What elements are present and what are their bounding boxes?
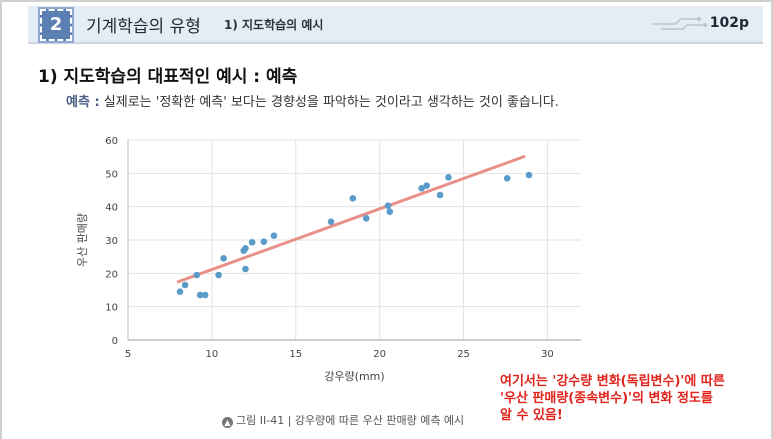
annotation-note: 여기서는 '강수량 변화(독립변수)'에 따른 '우산 판매량(종속변수)'의 … [500, 373, 725, 424]
data-point [193, 271, 201, 279]
data-point [220, 255, 227, 262]
data-point [445, 174, 452, 181]
x-tick-label: 15 [289, 349, 302, 360]
description-text: 실제로는 '정확한 예측' 보다는 경향성을 파악하는 것이라고 생각하는 것이… [99, 95, 559, 110]
x-axis-label: 강우량(mm) [324, 370, 384, 383]
frame-left [0, 0, 2, 439]
caption-text: 그림 II-41 | 강우량에 따른 우산 판매량 예측 예시 [236, 414, 465, 427]
data-point [436, 191, 444, 199]
data-point [418, 185, 425, 192]
page-number: 102p [709, 15, 749, 31]
data-point [260, 238, 268, 245]
data-point [242, 265, 249, 273]
y-tick-label: 30 [105, 236, 118, 247]
x-tick-label: 20 [373, 349, 386, 360]
header-title: 기계학습의 유형 [86, 17, 201, 37]
x-tick-label: 5 [125, 349, 131, 360]
caption-arrow-icon: ▲ [222, 417, 233, 428]
y-tick-label: 60 [105, 136, 118, 147]
note-line-2: '우산 판매량(종속변수)'의 변화 정도를 [500, 391, 713, 406]
data-point [384, 202, 392, 209]
y-tick-label: 10 [105, 303, 118, 314]
term-label: 예측 : [66, 95, 100, 110]
frame-top [0, 0, 773, 2]
note-line-3: 알 수 있음! [500, 408, 563, 423]
note-line-1: 여기서는 '강수량 변화(독립변수)'에 따른 [500, 374, 725, 389]
section-description: 예측 : 실제로는 '정확한 예측' 보다는 경향성을 파악하는 것이라고 생각… [66, 91, 559, 110]
y-tick-label: 40 [105, 203, 118, 214]
data-point [362, 215, 370, 222]
circuit-decoration-icon [653, 17, 707, 30]
x-tick-label: 25 [457, 349, 470, 360]
data-point [423, 182, 430, 189]
data-point [503, 175, 511, 182]
x-tick-label: 30 [541, 349, 554, 360]
data-point [525, 171, 533, 179]
data-point [181, 281, 189, 289]
y-tick-label: 20 [105, 269, 118, 280]
data-point [215, 271, 222, 279]
data-point [327, 218, 335, 225]
x-tick-label: 10 [206, 349, 219, 360]
trend-line [176, 155, 526, 284]
data-point [201, 291, 209, 299]
header-bar: 2 기계학습의 유형 1) 지도학습의 예시 102p [28, 6, 763, 44]
figure-caption: ▲ 그림 II-41 | 강우량에 따른 우산 판매량 예측 예시 [222, 412, 464, 428]
section-title: 1) 지도학습의 대표적인 예시 : 예측 [38, 67, 298, 87]
chapter-number-badge: 2 [40, 9, 72, 41]
data-point [248, 239, 256, 246]
data-point [242, 245, 249, 252]
frame-right [771, 0, 773, 439]
data-point [386, 208, 394, 215]
header-subtitle: 1) 지도학습의 예시 [224, 18, 324, 32]
data-point [270, 232, 278, 239]
data-point [176, 288, 184, 295]
y-tick-label: 50 [105, 169, 118, 180]
y-tick-label: 0 [112, 336, 118, 347]
y-axis-label: 우산 판매량 [76, 213, 89, 267]
data-point [196, 291, 204, 299]
data-point [349, 195, 357, 202]
